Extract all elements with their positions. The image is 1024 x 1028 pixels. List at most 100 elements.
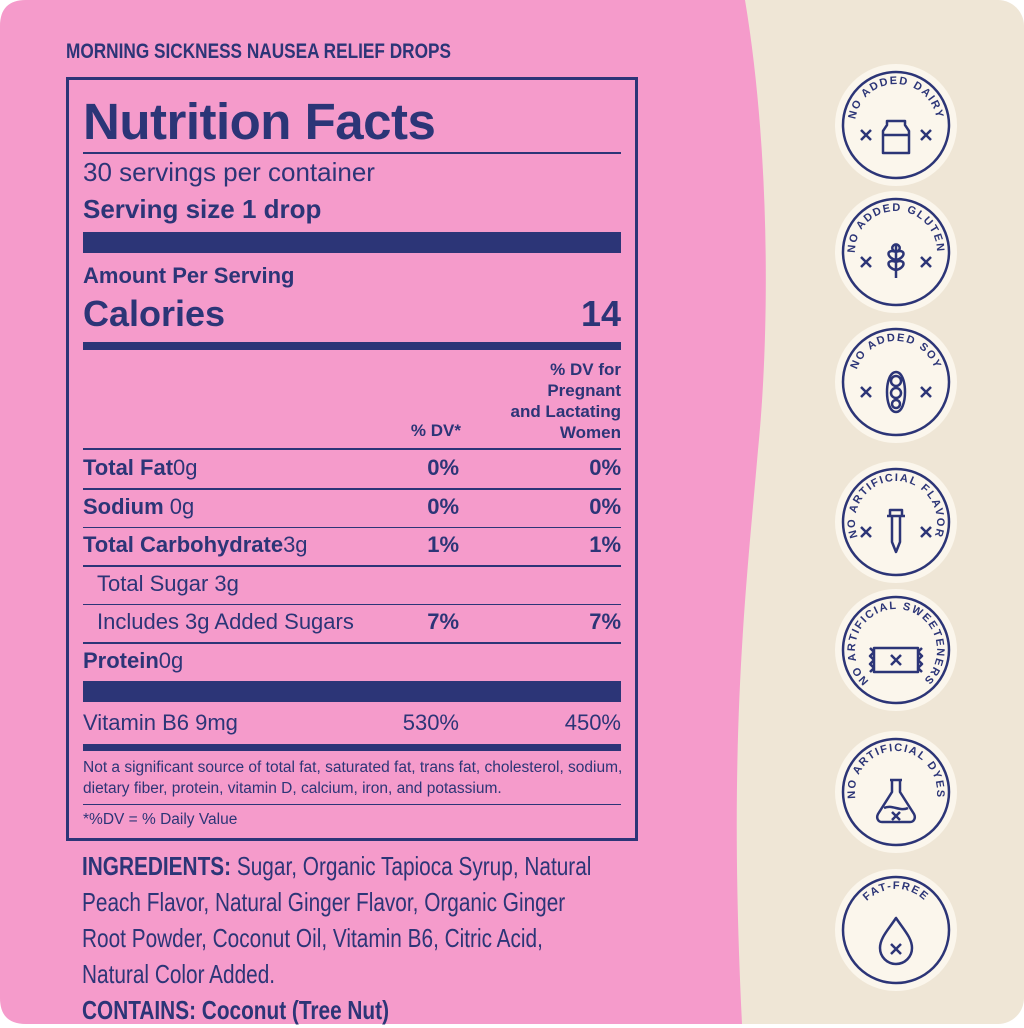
badge-cross xyxy=(920,526,932,538)
dv-value: 0% xyxy=(427,493,459,519)
dv-pregnant-header-line: Women xyxy=(559,423,621,442)
nutrient-amount: 0g xyxy=(158,647,184,673)
rule xyxy=(83,804,621,805)
badge-icon xyxy=(887,242,905,278)
badge-ring xyxy=(841,875,951,985)
rule xyxy=(83,603,621,605)
thick-bar xyxy=(83,232,621,253)
badge-bg xyxy=(835,64,957,186)
badge: NO ADDED SOY xyxy=(835,321,957,443)
badge-icon xyxy=(875,778,917,824)
vitamin-dv: 530% xyxy=(402,710,459,735)
nutrient-name: Protein xyxy=(83,647,159,673)
badge-icon xyxy=(881,119,911,155)
ingredients-text: Sugar, Organic Tapioca Syrup, Natural Pe… xyxy=(82,851,592,989)
dv-pregnant-header-line: Pregnant xyxy=(547,381,621,400)
nutrient-row: Sodium 0g 0% 0% xyxy=(83,492,621,522)
sub-nutrient: Total Sugar 3g xyxy=(97,570,239,596)
nutrient-name: Sodium xyxy=(83,493,164,519)
product-name: MORNING SICKNESS NAUSEA RELIEF DROPS xyxy=(66,40,451,63)
badge-cross xyxy=(920,386,932,398)
serving-size: Serving size 1 drop xyxy=(83,194,322,224)
thick-bar xyxy=(83,681,621,702)
vitamin-row: Vitamin B6 9mg 530% 450% xyxy=(83,708,621,738)
nutrient-row: Total Sugar 3g xyxy=(83,569,621,599)
badge-ring xyxy=(841,327,951,437)
amount-per-serving: Amount Per Serving xyxy=(83,263,295,288)
rule xyxy=(83,642,621,644)
nutrient-row: Includes 3g Added Sugars 7% 7% xyxy=(83,607,621,637)
badge-cross xyxy=(860,526,872,538)
rule xyxy=(83,448,621,450)
badge-icon xyxy=(868,646,924,674)
nutrient-row: Protein0g xyxy=(83,646,621,676)
badge-ring xyxy=(841,467,951,577)
dv-value: 1% xyxy=(427,532,459,557)
calories-label: Calories xyxy=(83,293,226,334)
sub-nutrient: Includes 3g Added Sugars xyxy=(97,609,354,634)
calories-value: 14 xyxy=(580,293,621,334)
footnote: Not a significant source of total fat, s… xyxy=(83,759,623,797)
nutrient-amount: 3g xyxy=(283,532,308,557)
ingredients-label: INGREDIENTS: xyxy=(82,851,232,881)
servings: 30 servings per container xyxy=(83,157,375,187)
medium-bar xyxy=(83,342,621,350)
badge-cross xyxy=(860,386,872,398)
dv-pregnant-header-line: and Lactating xyxy=(510,402,621,421)
pink-panel xyxy=(0,0,766,1024)
badge: NO ARTIFICIAL DYES xyxy=(835,731,957,853)
badge-icon xyxy=(885,370,907,414)
vitamin-name: Vitamin B6 9mg xyxy=(83,710,238,735)
badge-icon xyxy=(878,916,914,966)
dv-note: *%DV = % Daily Value xyxy=(83,811,238,828)
badge-icon xyxy=(887,508,905,554)
dv-pregnant-header-line: % DV for xyxy=(550,360,621,379)
nutrient-row: Total Carbohydrate3g 1% 1% xyxy=(83,530,621,560)
contains-text: Coconut (Tree Nut) xyxy=(201,995,389,1025)
badge-ring xyxy=(841,595,951,705)
dv-pregnant-value: 1% xyxy=(589,532,621,557)
badge-bg xyxy=(835,321,957,443)
dv-pregnant-header: % DV for Pregnant and Lactating Women xyxy=(510,359,621,443)
badge: NO ARTIFICIAL FLAVOR xyxy=(835,461,957,583)
badge-cross xyxy=(920,256,932,268)
badge: FAT-FREE xyxy=(835,869,957,991)
panel-title: Nutrition Facts xyxy=(83,93,436,150)
ingredients: INGREDIENTS: Sugar, Organic Tapioca Syru… xyxy=(82,848,742,1028)
vitamin-dv-pregnant: 450% xyxy=(564,710,621,735)
rule xyxy=(83,488,621,490)
badge-bg xyxy=(835,869,957,991)
dv-value: 0% xyxy=(427,455,459,480)
badge-bg xyxy=(835,589,957,711)
dv-pregnant-value: 0% xyxy=(589,455,621,480)
badge-bg xyxy=(835,731,957,853)
contains-label: CONTAINS: xyxy=(82,995,197,1025)
badge-bg xyxy=(835,461,957,583)
badge-ring xyxy=(841,197,951,307)
badge: NO ARTIFICIAL SWEETENERS xyxy=(835,589,957,711)
medium-bar xyxy=(83,744,621,751)
nutrient-amount: 0g xyxy=(163,493,195,519)
badge: NO ADDED GLUTEN xyxy=(835,191,957,313)
badge: NO ADDED DAIRY xyxy=(835,64,957,186)
nutrition-panel: Nutrition Facts 30 servings per containe… xyxy=(66,77,638,841)
nutrient-name: Total Fat xyxy=(83,455,174,480)
dv-value: 7% xyxy=(427,609,459,634)
rule xyxy=(83,526,621,528)
rule xyxy=(83,565,621,567)
dv-header: % DV* xyxy=(410,421,461,440)
dv-pregnant-value: 0% xyxy=(589,493,621,519)
dv-pregnant-value: 7% xyxy=(589,609,621,634)
nutrient-row: Total Fat0g 0% 0% xyxy=(83,453,621,483)
rule xyxy=(83,152,621,154)
badge-cross xyxy=(920,129,932,141)
badge-cross xyxy=(860,256,872,268)
badge-ring xyxy=(841,70,951,180)
nutrient-amount: 0g xyxy=(173,455,198,480)
badge-cross xyxy=(860,129,872,141)
nutrient-name: Total Carbohydrate xyxy=(83,532,284,557)
badge-ring xyxy=(841,737,951,847)
